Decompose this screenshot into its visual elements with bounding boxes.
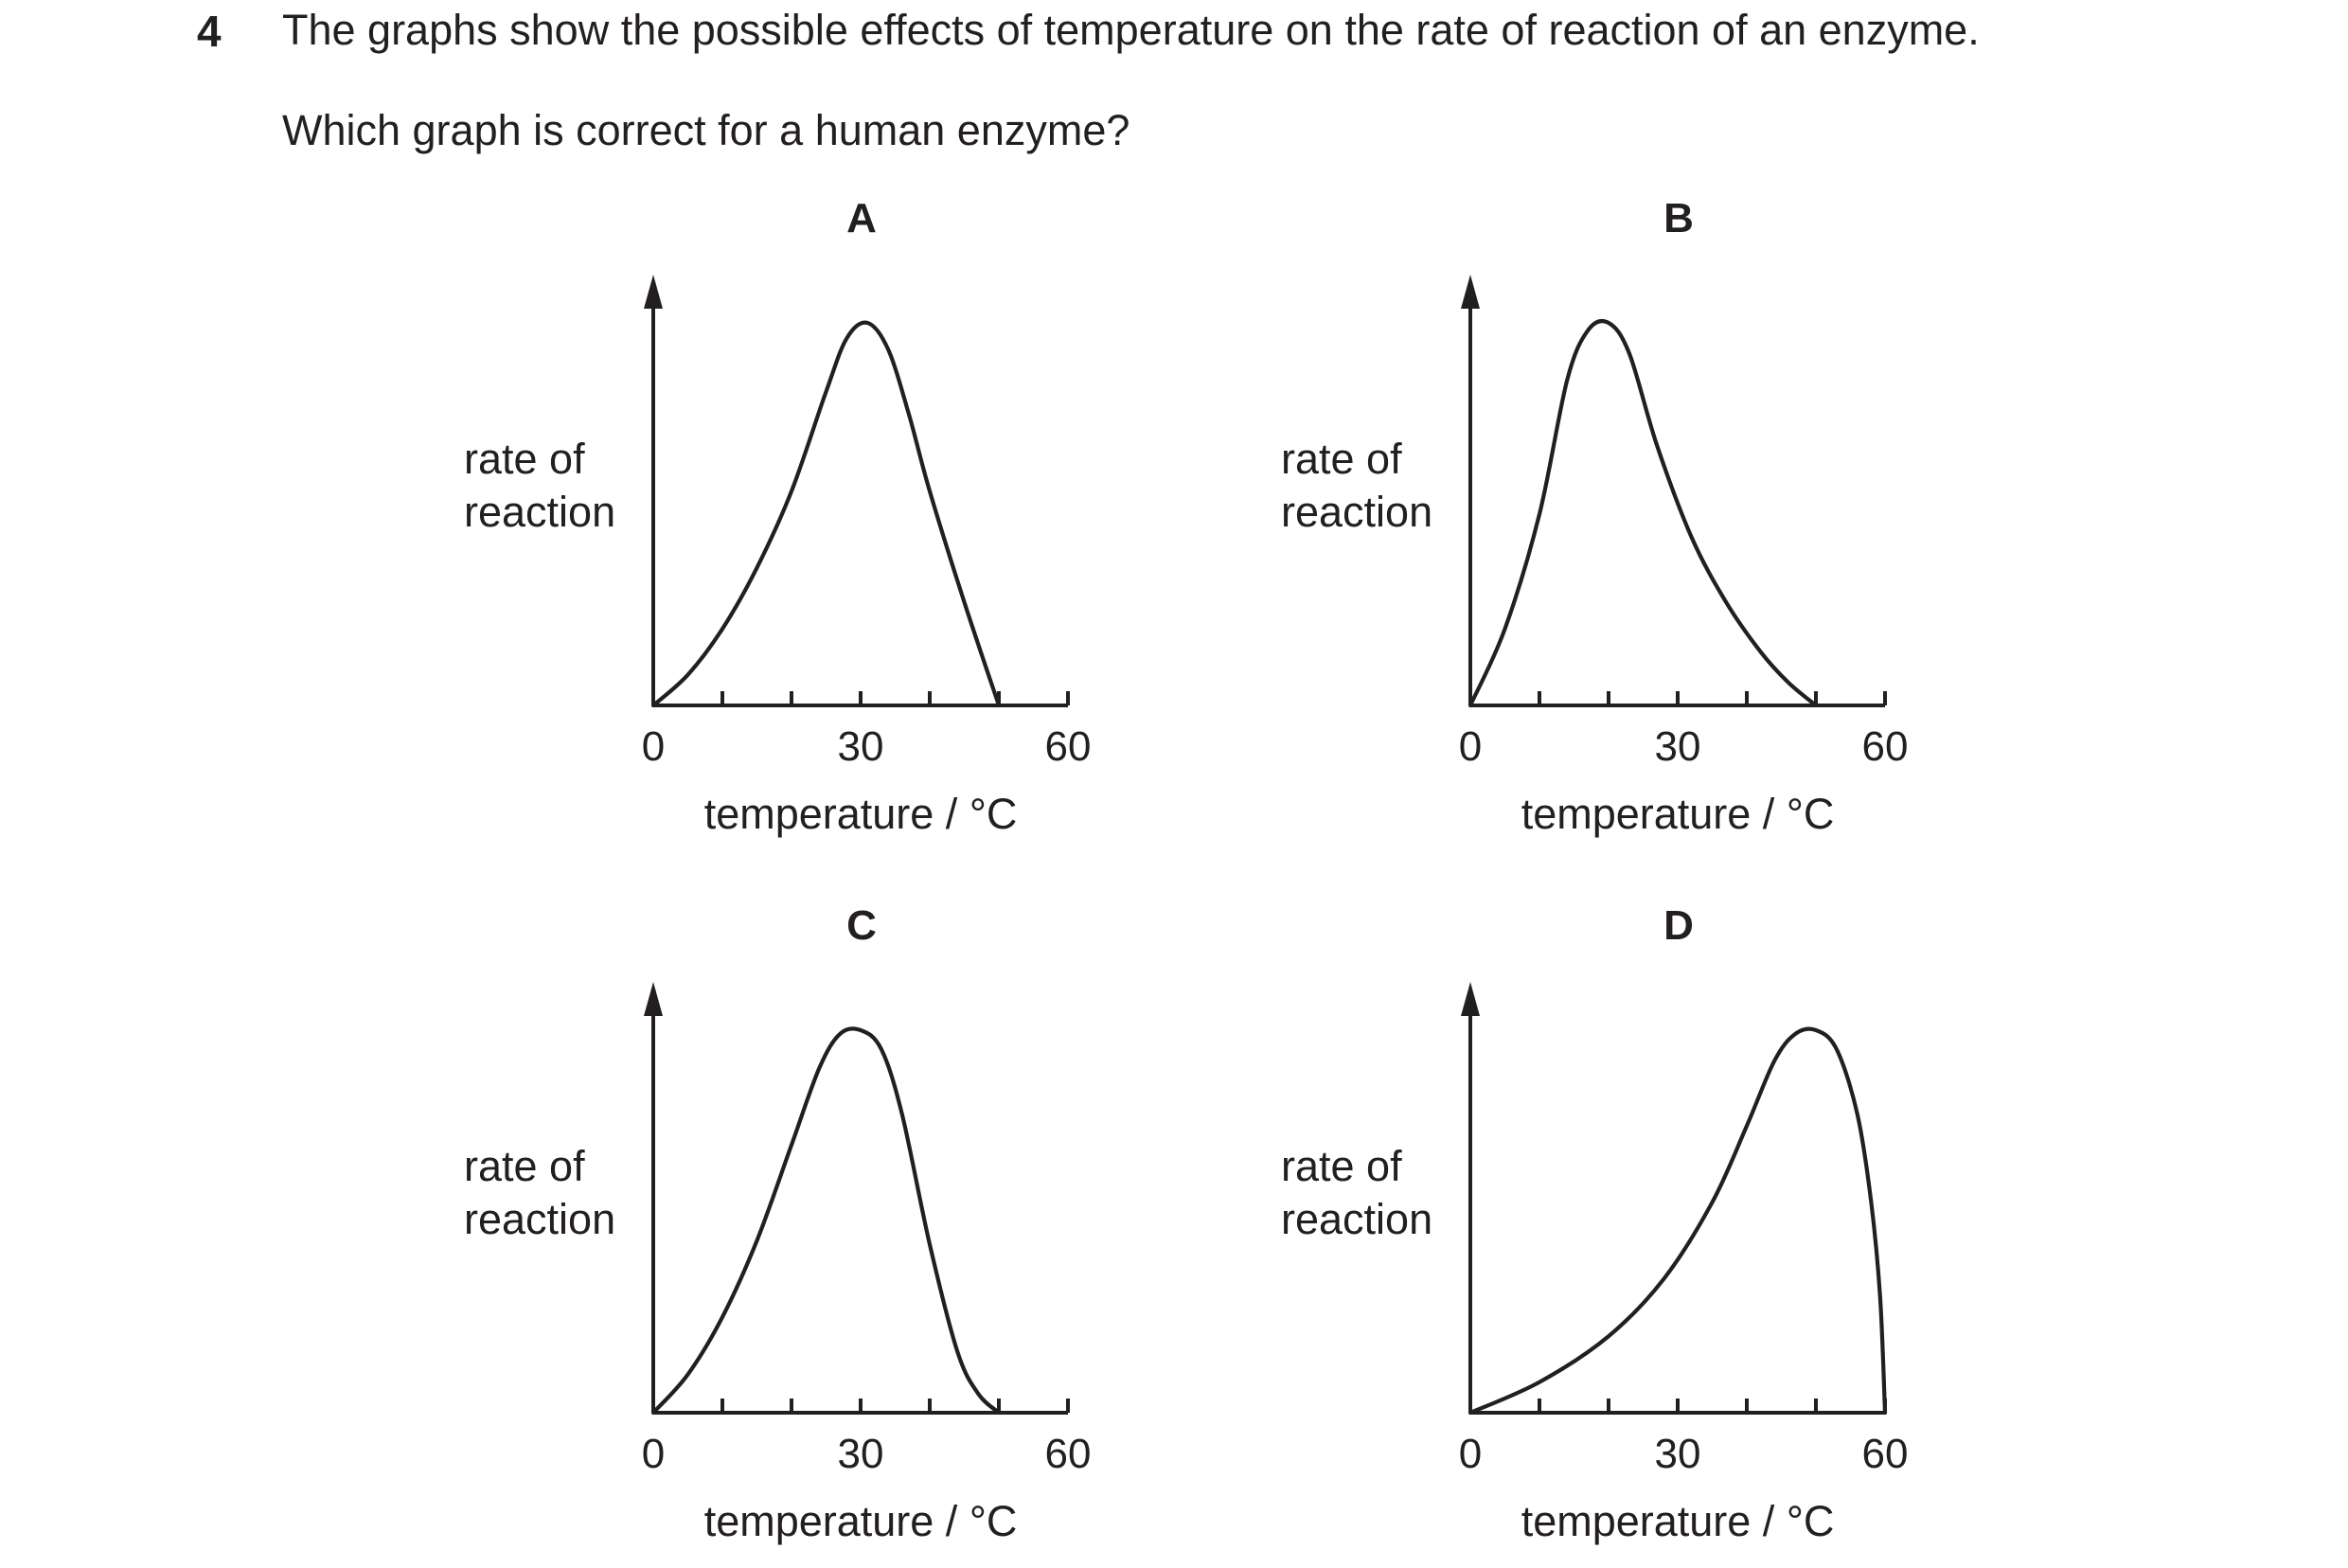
x-tick-label: 60 <box>1862 723 1909 770</box>
y-axis-arrow <box>1461 982 1480 1016</box>
x-axis-label: temperature / °C <box>704 1497 1018 1545</box>
y-axis-label-line: rate of <box>1281 435 1402 483</box>
x-axis-label: temperature / °C <box>1521 790 1835 838</box>
x-tick-label: 0 <box>642 723 665 770</box>
x-axis-label: temperature / °C <box>1521 1497 1835 1545</box>
x-tick-label: 0 <box>1459 1431 1482 1477</box>
panel-label: D <box>1663 902 1694 949</box>
x-tick-label: 30 <box>1655 723 1701 770</box>
series-line <box>650 1026 1002 1416</box>
x-tick-label: 30 <box>838 1431 884 1477</box>
x-tick-label: 30 <box>838 723 884 770</box>
y-axis-arrow <box>1461 275 1480 309</box>
chart-panel-c: C 0 30 60 temperature / °C rate of reaction <box>464 902 1091 1545</box>
series-line <box>650 320 1002 708</box>
x-tick-label: 30 <box>1655 1431 1701 1477</box>
panel-label: B <box>1663 195 1694 241</box>
panel-label: C <box>846 902 877 949</box>
series-line <box>1468 319 1819 708</box>
y-axis-label-line: reaction <box>464 1195 615 1243</box>
y-axis-label-line: reaction <box>1281 1195 1432 1243</box>
y-axis-arrow <box>644 982 663 1016</box>
series-line <box>1468 1026 1888 1416</box>
x-tick-label: 60 <box>1862 1431 1909 1477</box>
y-axis-arrow <box>644 275 663 309</box>
x-tick-label: 0 <box>1459 723 1482 770</box>
y-axis-label-line: rate of <box>464 1142 585 1190</box>
y-axis-label: rate of reaction <box>1281 1142 1432 1243</box>
y-axis-label-line: rate of <box>1281 1142 1402 1190</box>
chart-panel-a: A 0 30 60 temperature / °C rate of reaction <box>464 195 1091 838</box>
question-prompt: Which graph is correct for a human enzym… <box>282 106 1130 154</box>
y-axis-label: rate of reaction <box>464 435 615 536</box>
question-number: 4 <box>197 7 222 56</box>
x-axis-label: temperature / °C <box>704 790 1018 838</box>
x-tick-label: 60 <box>1045 723 1092 770</box>
y-axis-label: rate of reaction <box>1281 435 1432 536</box>
x-tick-label: 0 <box>642 1431 665 1477</box>
y-axis-label-line: reaction <box>464 488 615 536</box>
chart-panel-b: B 0 30 60 temperature / °C rate of reaction <box>1281 195 1908 838</box>
y-axis-label: rate of reaction <box>464 1142 615 1243</box>
y-axis-label-line: rate of <box>464 435 585 483</box>
question-text: The graphs show the possible effects of … <box>282 6 1980 54</box>
y-axis-label-line: reaction <box>1281 488 1432 536</box>
chart-panel-d: D 0 30 60 temperature / °C rate of reaction <box>1281 902 1908 1545</box>
panel-label: A <box>846 195 877 241</box>
x-tick-label: 60 <box>1045 1431 1092 1477</box>
